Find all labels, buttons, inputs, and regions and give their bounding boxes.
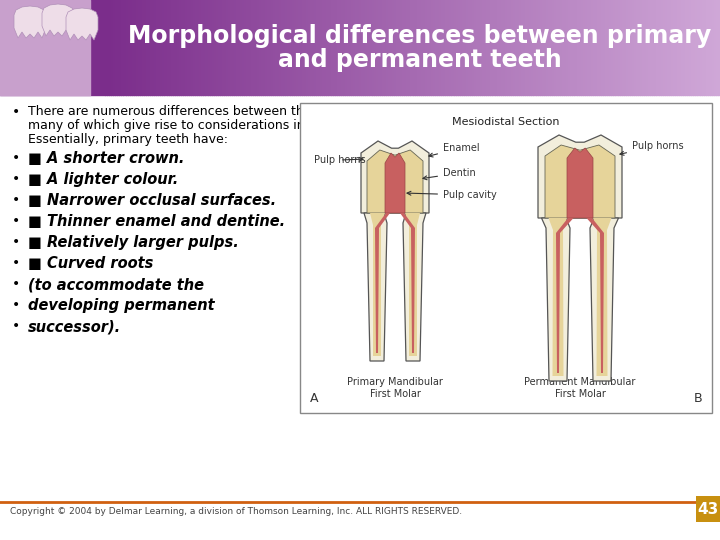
Polygon shape [593,218,611,376]
Text: •: • [12,235,20,249]
Text: •: • [12,151,20,165]
Text: Enamel: Enamel [429,143,480,157]
Text: •: • [12,319,20,333]
Text: ■ A lighter colour.: ■ A lighter colour. [28,172,179,187]
Polygon shape [367,150,423,213]
Polygon shape [567,148,593,218]
Text: Primary Mandibular
First Molar: Primary Mandibular First Molar [347,377,443,399]
Polygon shape [541,218,570,381]
Text: A: A [310,392,318,405]
Text: Mesiodistal Section: Mesiodistal Section [452,117,559,127]
Polygon shape [364,213,387,361]
Text: Pulp cavity: Pulp cavity [407,190,497,200]
Bar [300,103,712,413]
Text: •: • [12,277,20,291]
Polygon shape [549,218,567,376]
Polygon shape [587,218,604,373]
Polygon shape [405,213,420,356]
Polygon shape [538,135,622,218]
Text: B: B [693,392,702,405]
Text: (to accommodate the: (to accommodate the [28,277,204,292]
Text: There are numerous differences between the primary and permanent dentition,: There are numerous differences between t… [28,105,528,118]
Text: and permanent teeth: and permanent teeth [278,49,562,72]
Text: •: • [12,105,20,119]
Text: •: • [12,193,20,207]
Text: ■ Narrower occlusal surfaces.: ■ Narrower occlusal surfaces. [28,193,276,208]
Polygon shape [400,213,415,353]
Text: Pulp horns: Pulp horns [314,155,366,165]
Polygon shape [545,145,615,218]
Bar [696,496,720,522]
Polygon shape [66,8,98,40]
Polygon shape [556,218,574,373]
Text: Dentin: Dentin [423,168,476,180]
Text: Copyright © 2004 by Delmar Learning, a division of Thomson Learning, Inc. ALL RI: Copyright © 2004 by Delmar Learning, a d… [10,507,462,516]
Text: •: • [12,172,20,186]
Text: ■ Thinner enamel and dentine.: ■ Thinner enamel and dentine. [28,214,285,229]
Text: Permanent Mandibular
First Molar: Permanent Mandibular First Molar [524,377,636,399]
Polygon shape [403,213,426,361]
Polygon shape [14,6,46,38]
Polygon shape [375,213,390,353]
Text: ■ A shorter crown.: ■ A shorter crown. [28,151,184,166]
Text: developing permanent: developing permanent [28,298,215,313]
Polygon shape [42,4,74,36]
Text: many of which give rise to considerations in relation to operative treatment.: many of which give rise to consideration… [28,119,508,132]
Text: Morphological differences between primary: Morphological differences between primar… [128,24,711,49]
Polygon shape [361,141,429,213]
Text: ■ Relatively larger pulps.: ■ Relatively larger pulps. [28,235,239,250]
Text: Pulp horns: Pulp horns [620,141,683,155]
Text: ■ Curved roots: ■ Curved roots [28,256,153,271]
Text: •: • [12,214,20,228]
Polygon shape [385,153,405,213]
Text: successor).: successor). [28,319,121,334]
Polygon shape [370,213,385,356]
Text: •: • [12,298,20,312]
Polygon shape [590,218,618,381]
Text: •: • [12,256,20,270]
Text: 43: 43 [698,502,719,516]
Text: Essentially, primary teeth have:: Essentially, primary teeth have: [28,133,228,146]
